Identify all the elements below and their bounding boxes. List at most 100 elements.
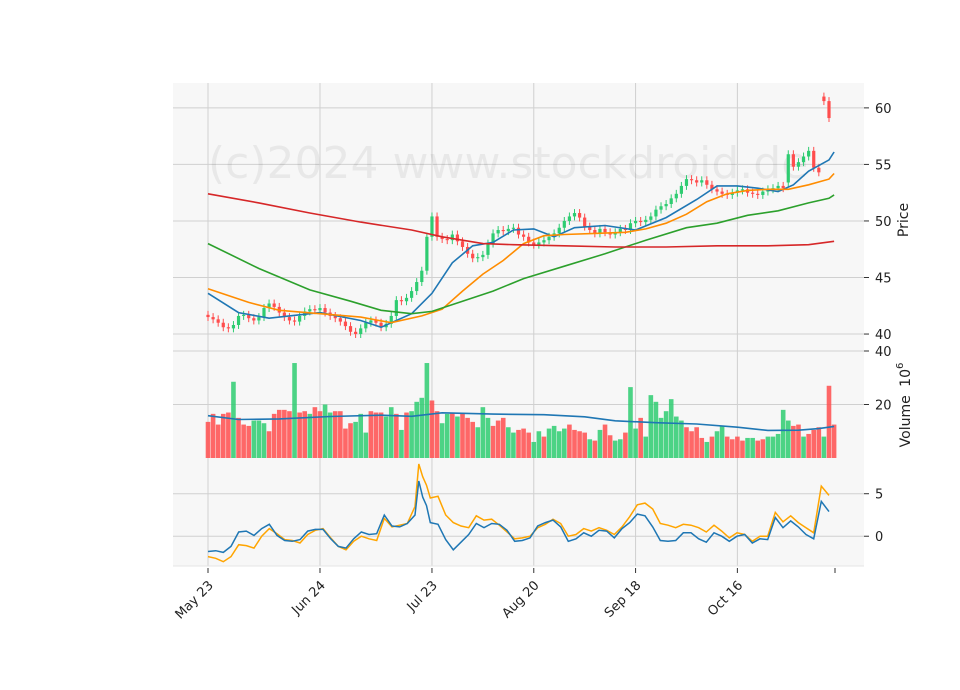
volume-bar: [719, 425, 725, 458]
candle-body: [537, 242, 541, 245]
watermark: (c)2024 www.stockdroid.de: [208, 138, 808, 189]
volume-bar: [399, 429, 404, 458]
candle-body: [730, 192, 734, 195]
candle-body: [257, 317, 261, 321]
candle-body: [817, 167, 821, 173]
volume-bar: [246, 425, 252, 458]
volume-bar: [607, 435, 613, 458]
volume-bar: [302, 411, 308, 458]
candle-body: [364, 322, 368, 329]
volume-bar: [587, 439, 593, 458]
candle-body: [399, 300, 404, 302]
price-panel-bg: [173, 83, 864, 351]
candle-body: [298, 315, 302, 322]
volume-bar: [282, 409, 287, 458]
volume-bar: [684, 427, 689, 458]
volume-bar: [623, 432, 628, 458]
volume-bar: [287, 411, 292, 458]
candle-body: [547, 236, 551, 241]
volume-bar: [679, 420, 684, 458]
x-tick-label: Jun 24: [289, 578, 329, 618]
volume-bar: [348, 423, 353, 458]
candle-body: [445, 239, 449, 241]
candle-body: [588, 226, 592, 231]
volume-bar: [450, 412, 455, 458]
candle-body: [689, 179, 694, 181]
volume-bar: [363, 432, 369, 458]
volume-bar: [821, 436, 827, 458]
volume-bar: [531, 441, 537, 458]
volume-bar: [404, 412, 409, 458]
price-axis-label: Price: [896, 203, 912, 237]
volume-bar: [495, 420, 501, 458]
candle-body: [801, 156, 806, 163]
volume-bar: [806, 433, 811, 458]
volume-bar: [592, 440, 598, 458]
osc-y-tick-label: 5: [875, 488, 883, 503]
candle-body: [287, 317, 292, 321]
candle-body: [527, 236, 531, 243]
grid: [173, 83, 864, 566]
candle-body: [450, 234, 454, 241]
volume-bar: [231, 381, 236, 458]
volume-bar: [343, 428, 348, 458]
price-y-tick-label: 45: [875, 271, 892, 286]
candle-body: [628, 223, 633, 231]
candle-body: [338, 318, 342, 322]
volume-bar: [215, 424, 221, 458]
volume-bar: [796, 424, 801, 458]
volume-bar: [276, 409, 282, 458]
volume-bar: [551, 425, 557, 458]
candle-body: [420, 270, 424, 283]
volume-bar: [266, 431, 272, 458]
volume-series: [205, 363, 837, 458]
candle-body: [756, 193, 760, 195]
candle-body: [664, 203, 668, 207]
candle-body: [603, 228, 607, 233]
candle-body: [272, 303, 276, 307]
volume-axis-label-text: Volume 106: [895, 363, 914, 448]
candle-body: [481, 254, 485, 258]
candle-body: [379, 322, 383, 328]
candle-body: [705, 180, 709, 185]
volume-bar: [526, 432, 531, 458]
volume-bar: [353, 421, 358, 458]
candle-body: [389, 315, 393, 324]
volume-bar: [292, 363, 297, 458]
candle-body: [791, 154, 795, 167]
candle-body: [440, 236, 444, 240]
volume-bar: [419, 397, 425, 458]
volume-bar: [460, 413, 465, 458]
volume-axis-label-group: Volume 106: [895, 363, 914, 448]
candle-body: [679, 185, 683, 194]
volume-bar: [368, 411, 374, 458]
candle-body: [430, 216, 434, 237]
candle-body: [776, 185, 780, 189]
candle-body: [593, 230, 597, 234]
volume-bar: [378, 412, 384, 458]
volume-bar: [338, 411, 343, 458]
volume-axis-exponent: 6: [895, 363, 906, 369]
candle-body: [394, 300, 398, 316]
candle-body: [501, 230, 505, 232]
volume-bar: [490, 425, 496, 458]
volume-bar: [612, 440, 618, 458]
volume-bar: [826, 385, 832, 458]
volume-bar: [322, 404, 328, 458]
volume-bar: [577, 431, 582, 458]
volume-y-tick-label: 40: [875, 345, 892, 360]
candle-body: [598, 228, 602, 234]
volume-bar: [358, 413, 364, 458]
candle-body: [460, 241, 465, 247]
volume-bar: [312, 407, 318, 458]
candle-body: [359, 328, 363, 335]
candle-body: [374, 320, 378, 323]
volume-axis-label: Volume: [898, 395, 914, 447]
x-tick-label: May 23: [173, 578, 217, 622]
candle-body: [323, 308, 327, 313]
volume-bar: [709, 436, 715, 458]
volume-bar: [429, 400, 435, 458]
volume-bar: [780, 409, 786, 458]
candle-body: [812, 150, 816, 168]
